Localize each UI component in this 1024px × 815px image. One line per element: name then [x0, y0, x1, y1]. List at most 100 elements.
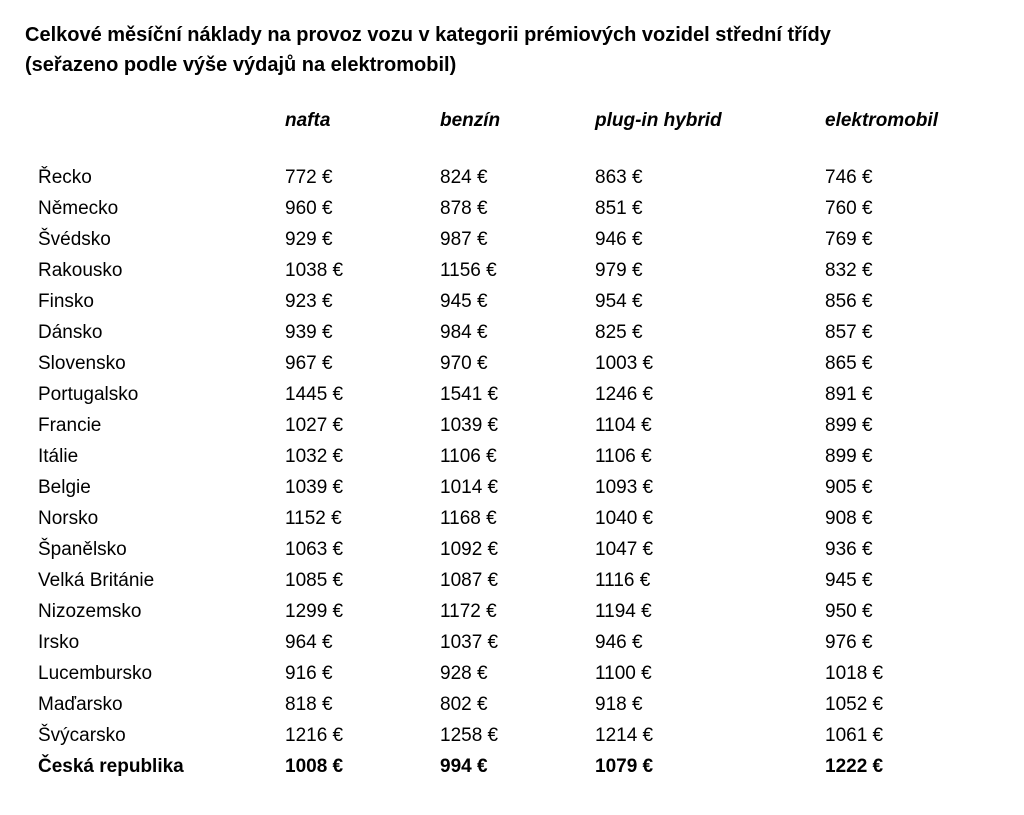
value-cell: 1085 €	[285, 570, 344, 591]
value-cell: 1052 €	[825, 694, 884, 715]
value-cell: 851 €	[595, 198, 643, 219]
value-cell: 1100 €	[595, 663, 652, 684]
value-cell: 1116 €	[595, 570, 651, 591]
value-cell: 1106 €	[440, 446, 497, 467]
value-cell: 1032 €	[285, 446, 344, 467]
table-title-line2: (seřazeno podle výše výdajů na elektromo…	[25, 54, 457, 76]
table-row: Lucembursko 916 € 928 € 1100 € 1018 €	[38, 658, 990, 689]
column-header-country	[38, 105, 285, 162]
value-cell: 865 €	[825, 353, 873, 374]
country-cell: Francie	[38, 415, 102, 436]
value-cell: 1541 €	[440, 384, 499, 405]
value-cell: 928 €	[440, 663, 488, 684]
value-cell: 1047 €	[595, 539, 654, 560]
country-cell: Rakousko	[38, 260, 123, 281]
value-cell: 760 €	[825, 198, 873, 219]
value-cell: 946 €	[595, 229, 643, 250]
value-cell: 1079 €	[595, 756, 654, 777]
value-cell: 769 €	[825, 229, 873, 250]
table-row: Finsko 923 € 945 € 954 € 856 €	[38, 286, 990, 317]
country-cell: Německo	[38, 198, 119, 219]
value-cell: 964 €	[285, 632, 333, 653]
cost-table: nafta benzín plug-in hybrid elektromobil…	[38, 105, 990, 782]
value-cell: 899 €	[825, 446, 873, 467]
table-row: Maďarsko 818 € 802 € 918 € 1052 €	[38, 689, 990, 720]
table-row: Nizozemsko 1299 € 1172 € 1194 € 950 €	[38, 596, 990, 627]
table-row: Francie 1027 € 1039 € 1104 € 899 €	[38, 410, 990, 441]
value-cell: 1063 €	[285, 539, 344, 560]
value-cell: 772 €	[285, 167, 333, 188]
table-row: Belgie 1039 € 1014 € 1093 € 905 €	[38, 472, 990, 503]
country-cell: Finsko	[38, 291, 94, 312]
value-cell: 1214 €	[595, 725, 654, 746]
value-cell: 946 €	[595, 632, 643, 653]
value-cell: 1092 €	[440, 539, 499, 560]
value-cell: 818 €	[285, 694, 333, 715]
value-cell: 1445 €	[285, 384, 344, 405]
country-cell: Maďarsko	[38, 694, 123, 715]
country-cell: Norsko	[38, 508, 99, 529]
value-cell: 856 €	[825, 291, 873, 312]
table-row: Švýcarsko 1216 € 1258 € 1214 € 1061 €	[38, 720, 990, 751]
country-cell: Portugalsko	[38, 384, 139, 405]
value-cell: 1172 €	[440, 601, 497, 622]
value-cell: 908 €	[825, 508, 873, 529]
value-cell: 863 €	[595, 167, 643, 188]
value-cell: 905 €	[825, 477, 873, 498]
value-cell: 1039 €	[285, 477, 344, 498]
value-cell: 1018 €	[825, 663, 884, 684]
table-body: Řecko 772 € 824 € 863 € 746 € Německo 960 € 878…	[38, 162, 990, 782]
country-cell: Švédsko	[38, 229, 111, 250]
value-cell: 1061 €	[825, 725, 884, 746]
table-row: Rakousko 1038 € 1156 € 979 € 832 €	[38, 255, 990, 286]
table-row: Velká Británie 1085 € 1087 € 1116 € 945 €	[38, 565, 990, 596]
table-header: nafta benzín plug-in hybrid elektromobil	[38, 105, 990, 162]
value-cell: 1104 €	[595, 415, 652, 436]
table-row: Německo 960 € 878 € 851 € 760 €	[38, 193, 990, 224]
country-cell: Itálie	[38, 446, 79, 467]
value-cell: 916 €	[285, 663, 333, 684]
value-cell: 960 €	[285, 198, 333, 219]
value-cell: 976 €	[825, 632, 873, 653]
value-cell: 1027 €	[285, 415, 344, 436]
value-cell: 1037 €	[440, 632, 499, 653]
country-cell: Česká republika	[38, 756, 184, 777]
value-cell: 746 €	[825, 167, 873, 188]
table-row: Dánsko 939 € 984 € 825 € 857 €	[38, 317, 990, 348]
value-cell: 1222 €	[825, 756, 884, 777]
value-cell: 1156 €	[440, 260, 497, 281]
country-cell: Řecko	[38, 167, 92, 188]
value-cell: 1246 €	[595, 384, 654, 405]
value-cell: 945 €	[440, 291, 488, 312]
value-cell: 1014 €	[440, 477, 499, 498]
value-cell: 891 €	[825, 384, 873, 405]
value-cell: 825 €	[595, 322, 643, 343]
value-cell: 954 €	[595, 291, 643, 312]
value-cell: 1039 €	[440, 415, 499, 436]
value-cell: 1003 €	[595, 353, 654, 374]
table-row: Portugalsko 1445 € 1541 € 1246 € 891 €	[38, 379, 990, 410]
value-cell: 950 €	[825, 601, 873, 622]
value-cell: 994 €	[440, 756, 488, 777]
table-row: Itálie 1032 € 1106 € 1106 € 899 €	[38, 441, 990, 472]
value-cell: 1152 €	[285, 508, 342, 529]
value-cell: 1216 €	[285, 725, 344, 746]
table-title-line1: Celkové měsíční náklady na provoz vozu v…	[25, 24, 831, 46]
table-row: Česká republika 1008 € 994 € 1079 € 1222 €	[38, 751, 990, 782]
table-row: Irsko 964 € 1037 € 946 € 976 €	[38, 627, 990, 658]
value-cell: 1258 €	[440, 725, 499, 746]
country-cell: Slovensko	[38, 353, 126, 374]
country-cell: Švýcarsko	[38, 725, 126, 746]
value-cell: 945 €	[825, 570, 873, 591]
country-cell: Velká Británie	[38, 570, 155, 591]
table-row: Švédsko 929 € 987 € 946 € 769 €	[38, 224, 990, 255]
value-cell: 1008 €	[285, 756, 344, 777]
table-row: Španělsko 1063 € 1092 € 1047 € 936 €	[38, 534, 990, 565]
country-cell: Lucembursko	[38, 663, 153, 684]
table-row: Řecko 772 € 824 € 863 € 746 €	[38, 162, 990, 193]
value-cell: 970 €	[440, 353, 488, 374]
value-cell: 984 €	[440, 322, 488, 343]
value-cell: 1299 €	[285, 601, 344, 622]
value-cell: 1093 €	[595, 477, 654, 498]
